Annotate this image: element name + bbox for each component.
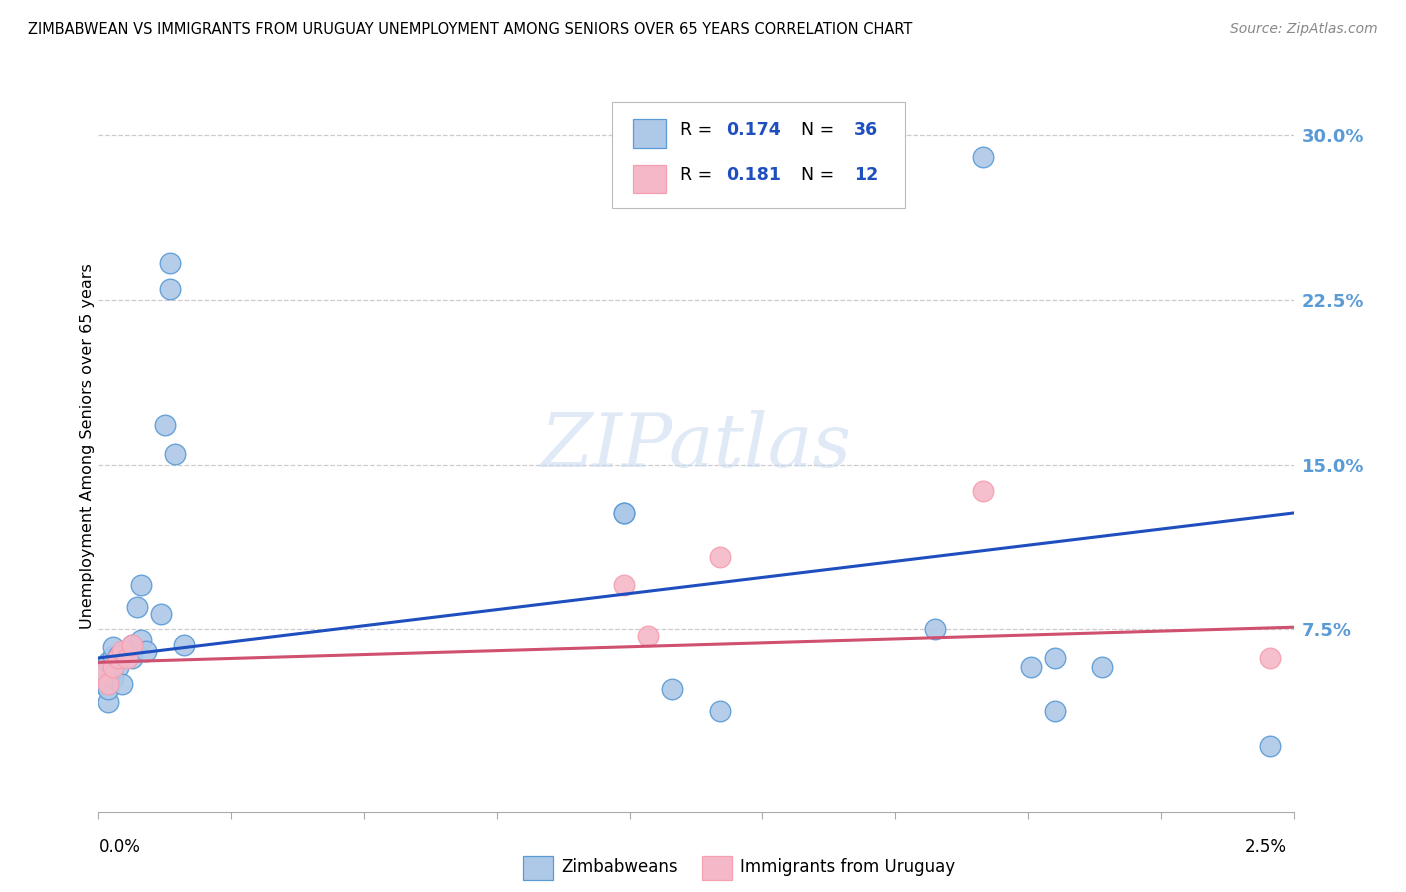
Point: [91, 677, 114, 691]
Point: [1258, 651, 1281, 665]
Point: [101, 671, 124, 685]
Point: [97, 656, 120, 670]
Point: [1019, 659, 1042, 673]
Text: Zimbabweans: Zimbabweans: [561, 858, 678, 876]
Point: [101, 648, 124, 663]
Point: [661, 681, 683, 696]
Point: [121, 638, 143, 652]
Point: [135, 644, 157, 658]
Text: R =: R =: [681, 167, 718, 185]
Point: [101, 659, 124, 673]
Text: N =: N =: [790, 121, 841, 139]
Point: [91, 666, 114, 681]
Point: [97, 677, 120, 691]
Point: [115, 644, 138, 658]
Point: [173, 638, 195, 652]
Point: [121, 638, 143, 652]
Point: [709, 549, 731, 564]
Text: 0.0%: 0.0%: [98, 838, 141, 856]
Text: 2.5%: 2.5%: [1244, 838, 1286, 856]
Point: [1043, 651, 1066, 665]
Point: [97, 681, 120, 696]
Text: 12: 12: [853, 167, 877, 185]
Point: [107, 648, 129, 663]
Point: [121, 651, 143, 665]
Point: [159, 282, 181, 296]
FancyBboxPatch shape: [523, 855, 553, 880]
Point: [115, 651, 138, 665]
Point: [637, 629, 659, 643]
Point: [972, 483, 994, 498]
Point: [159, 255, 181, 269]
Y-axis label: Unemployment Among Seniors over 65 years: Unemployment Among Seniors over 65 years: [80, 263, 94, 629]
Point: [613, 506, 636, 520]
Point: [111, 677, 134, 691]
FancyBboxPatch shape: [633, 165, 666, 193]
Text: Immigrants from Uruguay: Immigrants from Uruguay: [740, 858, 955, 876]
Point: [149, 607, 172, 621]
Point: [155, 418, 177, 433]
FancyBboxPatch shape: [633, 120, 666, 147]
Point: [1091, 659, 1114, 673]
Point: [107, 659, 129, 673]
Text: 0.174: 0.174: [725, 121, 780, 139]
Text: N =: N =: [790, 167, 841, 185]
Point: [972, 150, 994, 164]
FancyBboxPatch shape: [702, 855, 733, 880]
FancyBboxPatch shape: [613, 103, 905, 209]
Point: [1043, 704, 1066, 718]
Text: Source: ZipAtlas.com: Source: ZipAtlas.com: [1230, 22, 1378, 37]
Text: 36: 36: [853, 121, 877, 139]
Point: [1258, 739, 1281, 753]
Text: ZIPatlas: ZIPatlas: [540, 409, 852, 483]
Text: ZIMBABWEAN VS IMMIGRANTS FROM URUGUAY UNEMPLOYMENT AMONG SENIORS OVER 65 YEARS C: ZIMBABWEAN VS IMMIGRANTS FROM URUGUAY UN…: [28, 22, 912, 37]
Point: [709, 704, 731, 718]
Point: [613, 578, 636, 592]
Point: [101, 640, 124, 654]
Point: [125, 600, 148, 615]
Point: [163, 447, 186, 461]
Point: [131, 633, 153, 648]
Point: [91, 664, 114, 678]
Point: [97, 695, 120, 709]
Text: R =: R =: [681, 121, 718, 139]
Point: [924, 623, 946, 637]
Text: 0.181: 0.181: [725, 167, 780, 185]
Point: [111, 644, 134, 658]
Point: [101, 659, 124, 673]
Point: [613, 506, 636, 520]
Point: [107, 651, 129, 665]
Point: [131, 578, 153, 592]
